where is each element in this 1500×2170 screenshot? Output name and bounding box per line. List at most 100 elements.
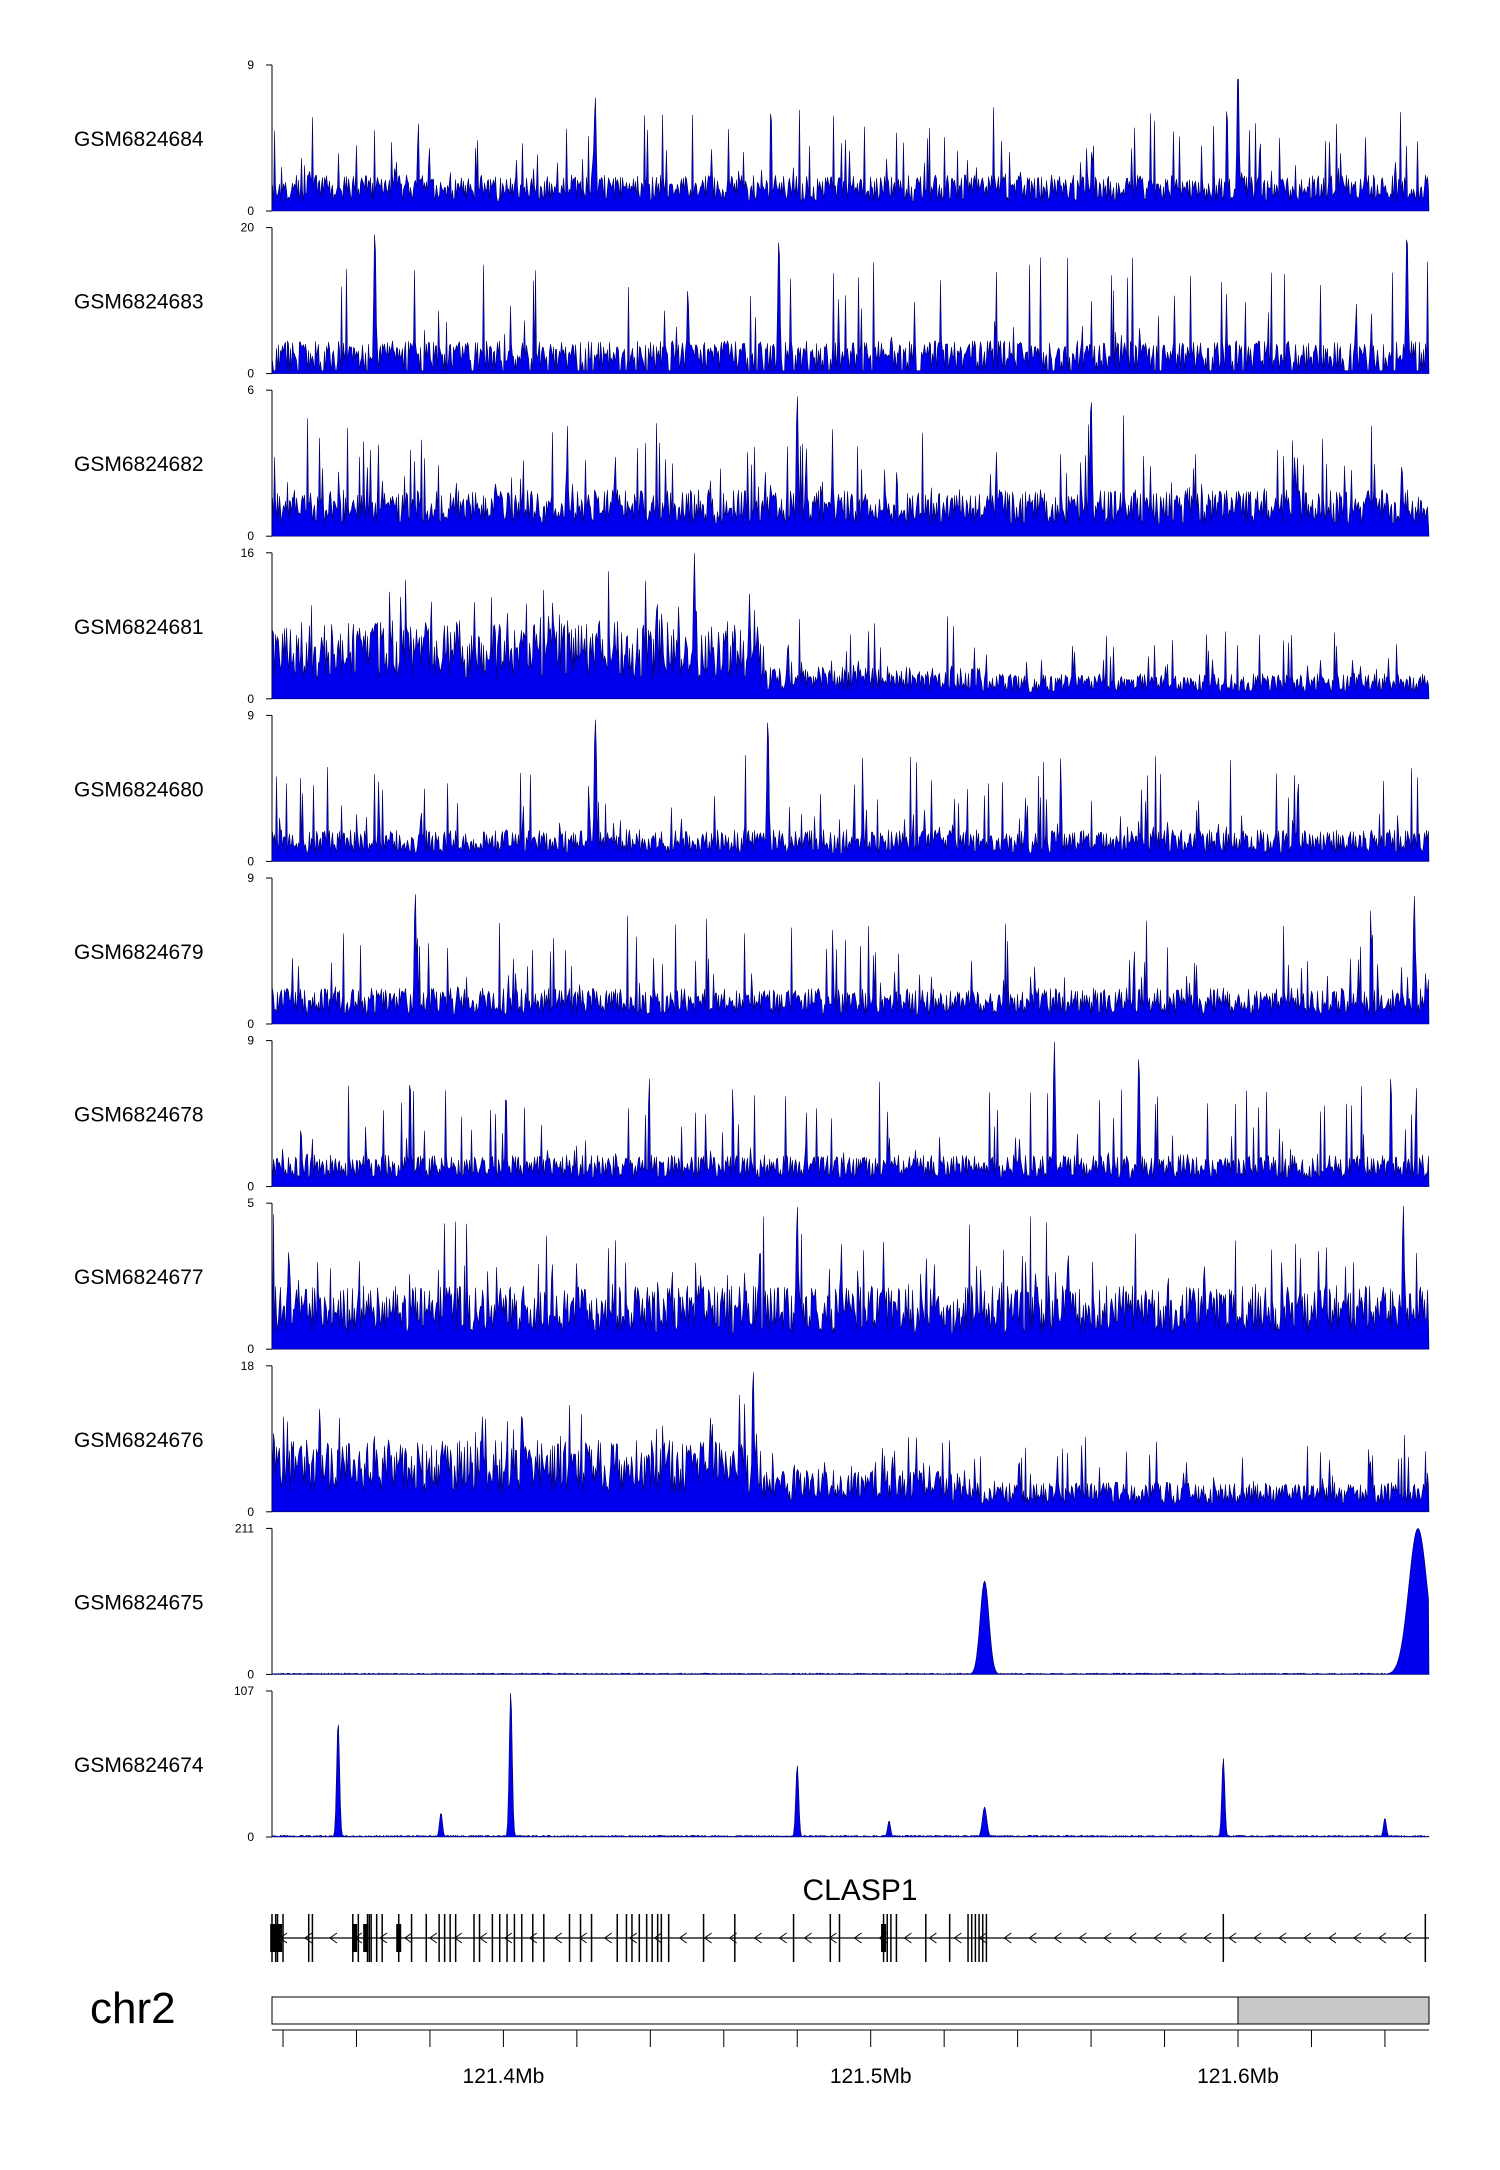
exon-block	[270, 1924, 283, 1952]
strand-arrow	[1153, 1932, 1162, 1944]
strand-arrow	[828, 1932, 837, 1944]
strand-arrow	[1253, 1932, 1262, 1944]
signal-area	[271, 396, 1430, 537]
strand-arrow	[1328, 1932, 1337, 1944]
strand-arrow	[1003, 1932, 1012, 1944]
track-gsm6824680: GSM6824680 9 0	[74, 708, 1430, 868]
strand-arrow	[778, 1932, 787, 1944]
exon-block	[352, 1924, 358, 1952]
y-max-label: 16	[241, 546, 255, 560]
strand-arrow	[553, 1932, 563, 1944]
track-label: GSM6824683	[74, 291, 204, 314]
strand-arrow	[404, 1932, 413, 1944]
strand-arrow	[928, 1932, 937, 1944]
strand-arrow	[1128, 1932, 1137, 1944]
track-gsm6824684: GSM6824684 9 0	[74, 58, 1430, 218]
strand-arrow	[503, 1932, 513, 1944]
track-gsm6824677: GSM6824677 5 0	[74, 1196, 1430, 1356]
y-min-label: 0	[247, 692, 254, 706]
exon-block	[881, 1924, 887, 1952]
signal-area	[271, 719, 1430, 862]
strand-arrow	[1053, 1932, 1062, 1944]
strand-arrow	[1403, 1932, 1412, 1944]
y-min-label: 0	[247, 1342, 254, 1356]
strand-arrow	[1303, 1932, 1312, 1944]
gene-model-track: CLASP1	[270, 1874, 1429, 1962]
y-min-label: 0	[247, 529, 254, 543]
signal-area	[271, 1372, 1430, 1513]
y-min-label: 0	[247, 1505, 254, 1519]
track-gsm6824675: GSM6824675 211 0	[74, 1521, 1430, 1681]
track-gsm6824676: GSM6824676 18 0	[74, 1359, 1430, 1519]
track-label: GSM6824684	[74, 128, 204, 151]
signal-area	[271, 234, 1430, 374]
signal-area	[271, 1041, 1430, 1187]
strand-arrow	[678, 1932, 687, 1944]
signal-area	[271, 894, 1430, 1025]
strand-arrow	[628, 1932, 637, 1944]
track-gsm6824679: GSM6824679 9 0	[74, 871, 1430, 1031]
y-max-label: 9	[247, 708, 254, 722]
y-min-label: 0	[247, 204, 254, 218]
y-max-label: 211	[235, 1521, 254, 1535]
signal-area	[271, 1528, 1430, 1675]
y-max-label: 9	[247, 1034, 254, 1048]
track-label: GSM6824678	[74, 1104, 204, 1127]
signal-area	[271, 1205, 1430, 1350]
y-min-label: 0	[247, 854, 254, 868]
y-min-label: 0	[247, 1830, 254, 1844]
track-label: GSM6824675	[74, 1591, 204, 1614]
track-label: GSM6824682	[74, 453, 204, 476]
track-label: GSM6824679	[74, 941, 204, 964]
strand-arrow	[703, 1932, 712, 1944]
strand-arrow	[1353, 1932, 1362, 1944]
strand-arrow	[653, 1932, 662, 1944]
strand-arrow	[803, 1932, 812, 1944]
strand-arrow	[528, 1932, 538, 1944]
strand-arrow	[304, 1932, 313, 1944]
x-tick-label: 121.4Mb	[463, 2065, 545, 2088]
x-tick-label: 121.6Mb	[1197, 2065, 1279, 2088]
y-min-label: 0	[247, 1180, 254, 1194]
strand-arrow	[1178, 1932, 1187, 1944]
strand-arrow	[1028, 1932, 1037, 1944]
chromosome-band	[1237, 1996, 1430, 2025]
strand-arrow	[1078, 1932, 1087, 1944]
track-label: GSM6824674	[74, 1754, 204, 1777]
strand-arrow	[1228, 1932, 1237, 1944]
y-min-label: 0	[247, 1667, 254, 1681]
strand-arrow	[379, 1932, 388, 1944]
exon-block	[396, 1924, 402, 1952]
y-max-label: 6	[247, 383, 254, 397]
strand-arrow	[429, 1932, 438, 1944]
gene-name-label: CLASP1	[802, 1874, 917, 1907]
strand-arrow	[1378, 1932, 1387, 1944]
y-min-label: 0	[247, 367, 254, 381]
y-max-label: 5	[247, 1196, 254, 1210]
signal-area	[271, 78, 1430, 212]
exon-block	[363, 1924, 369, 1952]
signal-tracks: GSM682468490GSM6824683200GSM682468260GSM…	[74, 58, 1430, 1844]
track-label: GSM6824677	[74, 1266, 204, 1289]
strand-arrow	[753, 1932, 762, 1944]
genomic-axis: 121.4Mb 121.5Mb 121.6Mb	[272, 2029, 1429, 2088]
strand-arrow	[1278, 1932, 1287, 1944]
track-label: GSM6824681	[74, 616, 204, 639]
strand-arrow	[453, 1932, 463, 1944]
y-min-label: 0	[247, 1017, 254, 1031]
chromosome-label: chr2	[90, 1984, 176, 2033]
track-gsm6824682: GSM6824682 6 0	[74, 383, 1430, 543]
track-gsm6824681: GSM6824681 16 0	[74, 546, 1430, 706]
strand-arrow	[953, 1932, 962, 1944]
y-max-label: 18	[241, 1359, 255, 1373]
signal-area	[271, 553, 1430, 700]
y-max-label: 9	[247, 871, 254, 885]
strand-arrow	[853, 1932, 862, 1944]
y-max-label: 20	[241, 221, 255, 235]
strand-arrow	[603, 1932, 613, 1944]
track-gsm6824683: GSM6824683 20 0	[74, 221, 1430, 381]
strand-arrow	[903, 1932, 912, 1944]
x-tick-label: 121.5Mb	[830, 2065, 912, 2088]
strand-arrow	[329, 1932, 338, 1944]
